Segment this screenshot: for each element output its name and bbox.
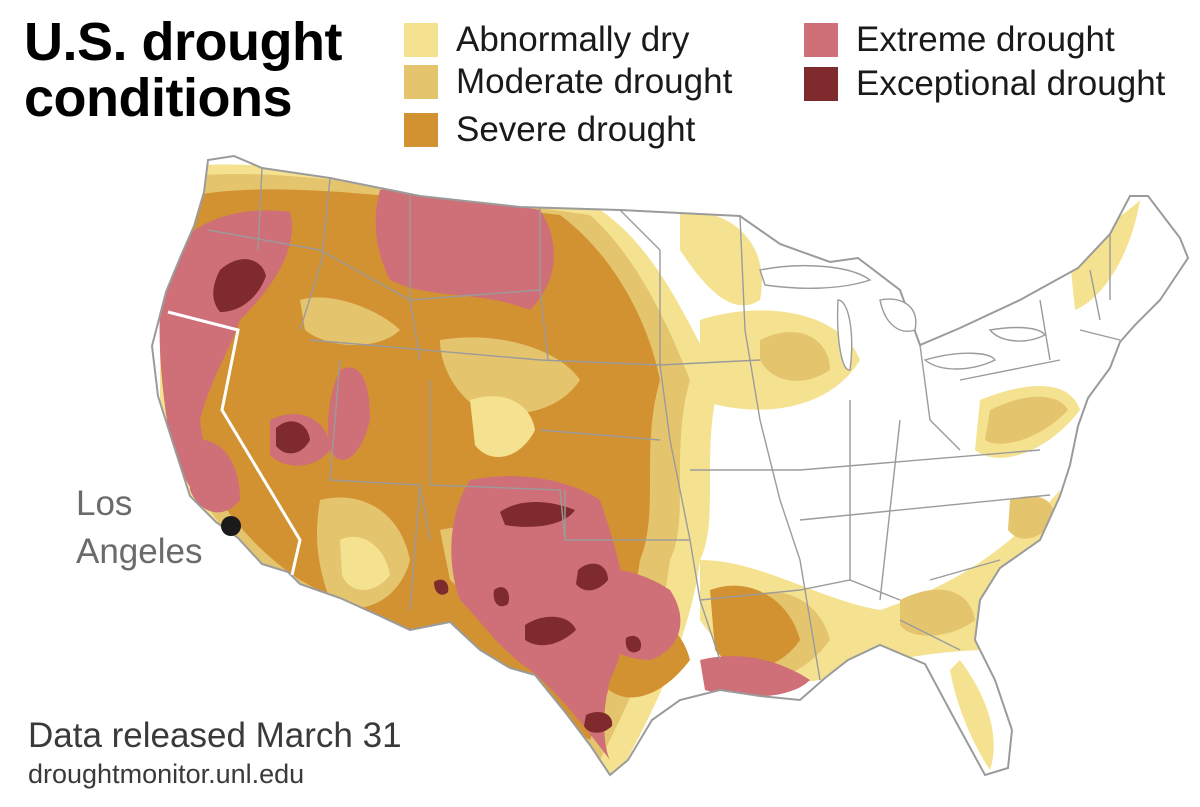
footer: Data released March 31 droughtmonitor.un… xyxy=(28,716,402,792)
legend-label: Abnormally dry xyxy=(456,20,690,59)
layer-abnormal-interior xyxy=(340,396,535,590)
source-url: droughtmonitor.unl.edu xyxy=(28,759,305,789)
legend-swatch-abnormally-dry xyxy=(404,23,438,57)
city-label-line-1: Los xyxy=(76,484,133,523)
data-release-note: Data released March 31 xyxy=(28,716,402,755)
legend-swatch-extreme-drought xyxy=(804,23,838,57)
legend-swatch-severe-drought xyxy=(404,113,438,147)
city-dot-icon xyxy=(221,516,241,536)
city-label-los-angeles: Los Angeles xyxy=(76,480,202,576)
legend-label: Extreme drought xyxy=(856,20,1115,59)
city-label-line-2: Angeles xyxy=(76,532,203,571)
california-outline xyxy=(167,310,302,576)
legend-swatch-exceptional-drought xyxy=(804,67,838,101)
title-line-1: U.S. drought xyxy=(24,12,342,72)
state-borders xyxy=(207,167,1121,681)
legend-item-severe-drought: Severe drought xyxy=(404,110,696,149)
layer-exceptional-drought xyxy=(213,259,642,733)
legend: Abnormally dry Moderate drought Severe d… xyxy=(0,20,1200,160)
legend-label: Severe drought xyxy=(456,110,696,149)
legend-item-moderate-drought: Moderate drought xyxy=(404,62,733,101)
great-lakes xyxy=(759,264,1047,371)
legend-item-abnormally-dry: Abnormally dry xyxy=(404,20,690,59)
title-line-2: conditions xyxy=(24,68,292,128)
legend-swatch-moderate-drought xyxy=(404,65,438,99)
legend-item-extreme-drought: Extreme drought xyxy=(804,20,1115,59)
legend-label: Moderate drought xyxy=(456,62,733,101)
legend-label: Exceptional drought xyxy=(856,64,1166,103)
map-title: U.S. drought conditions xyxy=(24,14,384,126)
legend-item-exceptional-drought: Exceptional drought xyxy=(804,64,1166,103)
